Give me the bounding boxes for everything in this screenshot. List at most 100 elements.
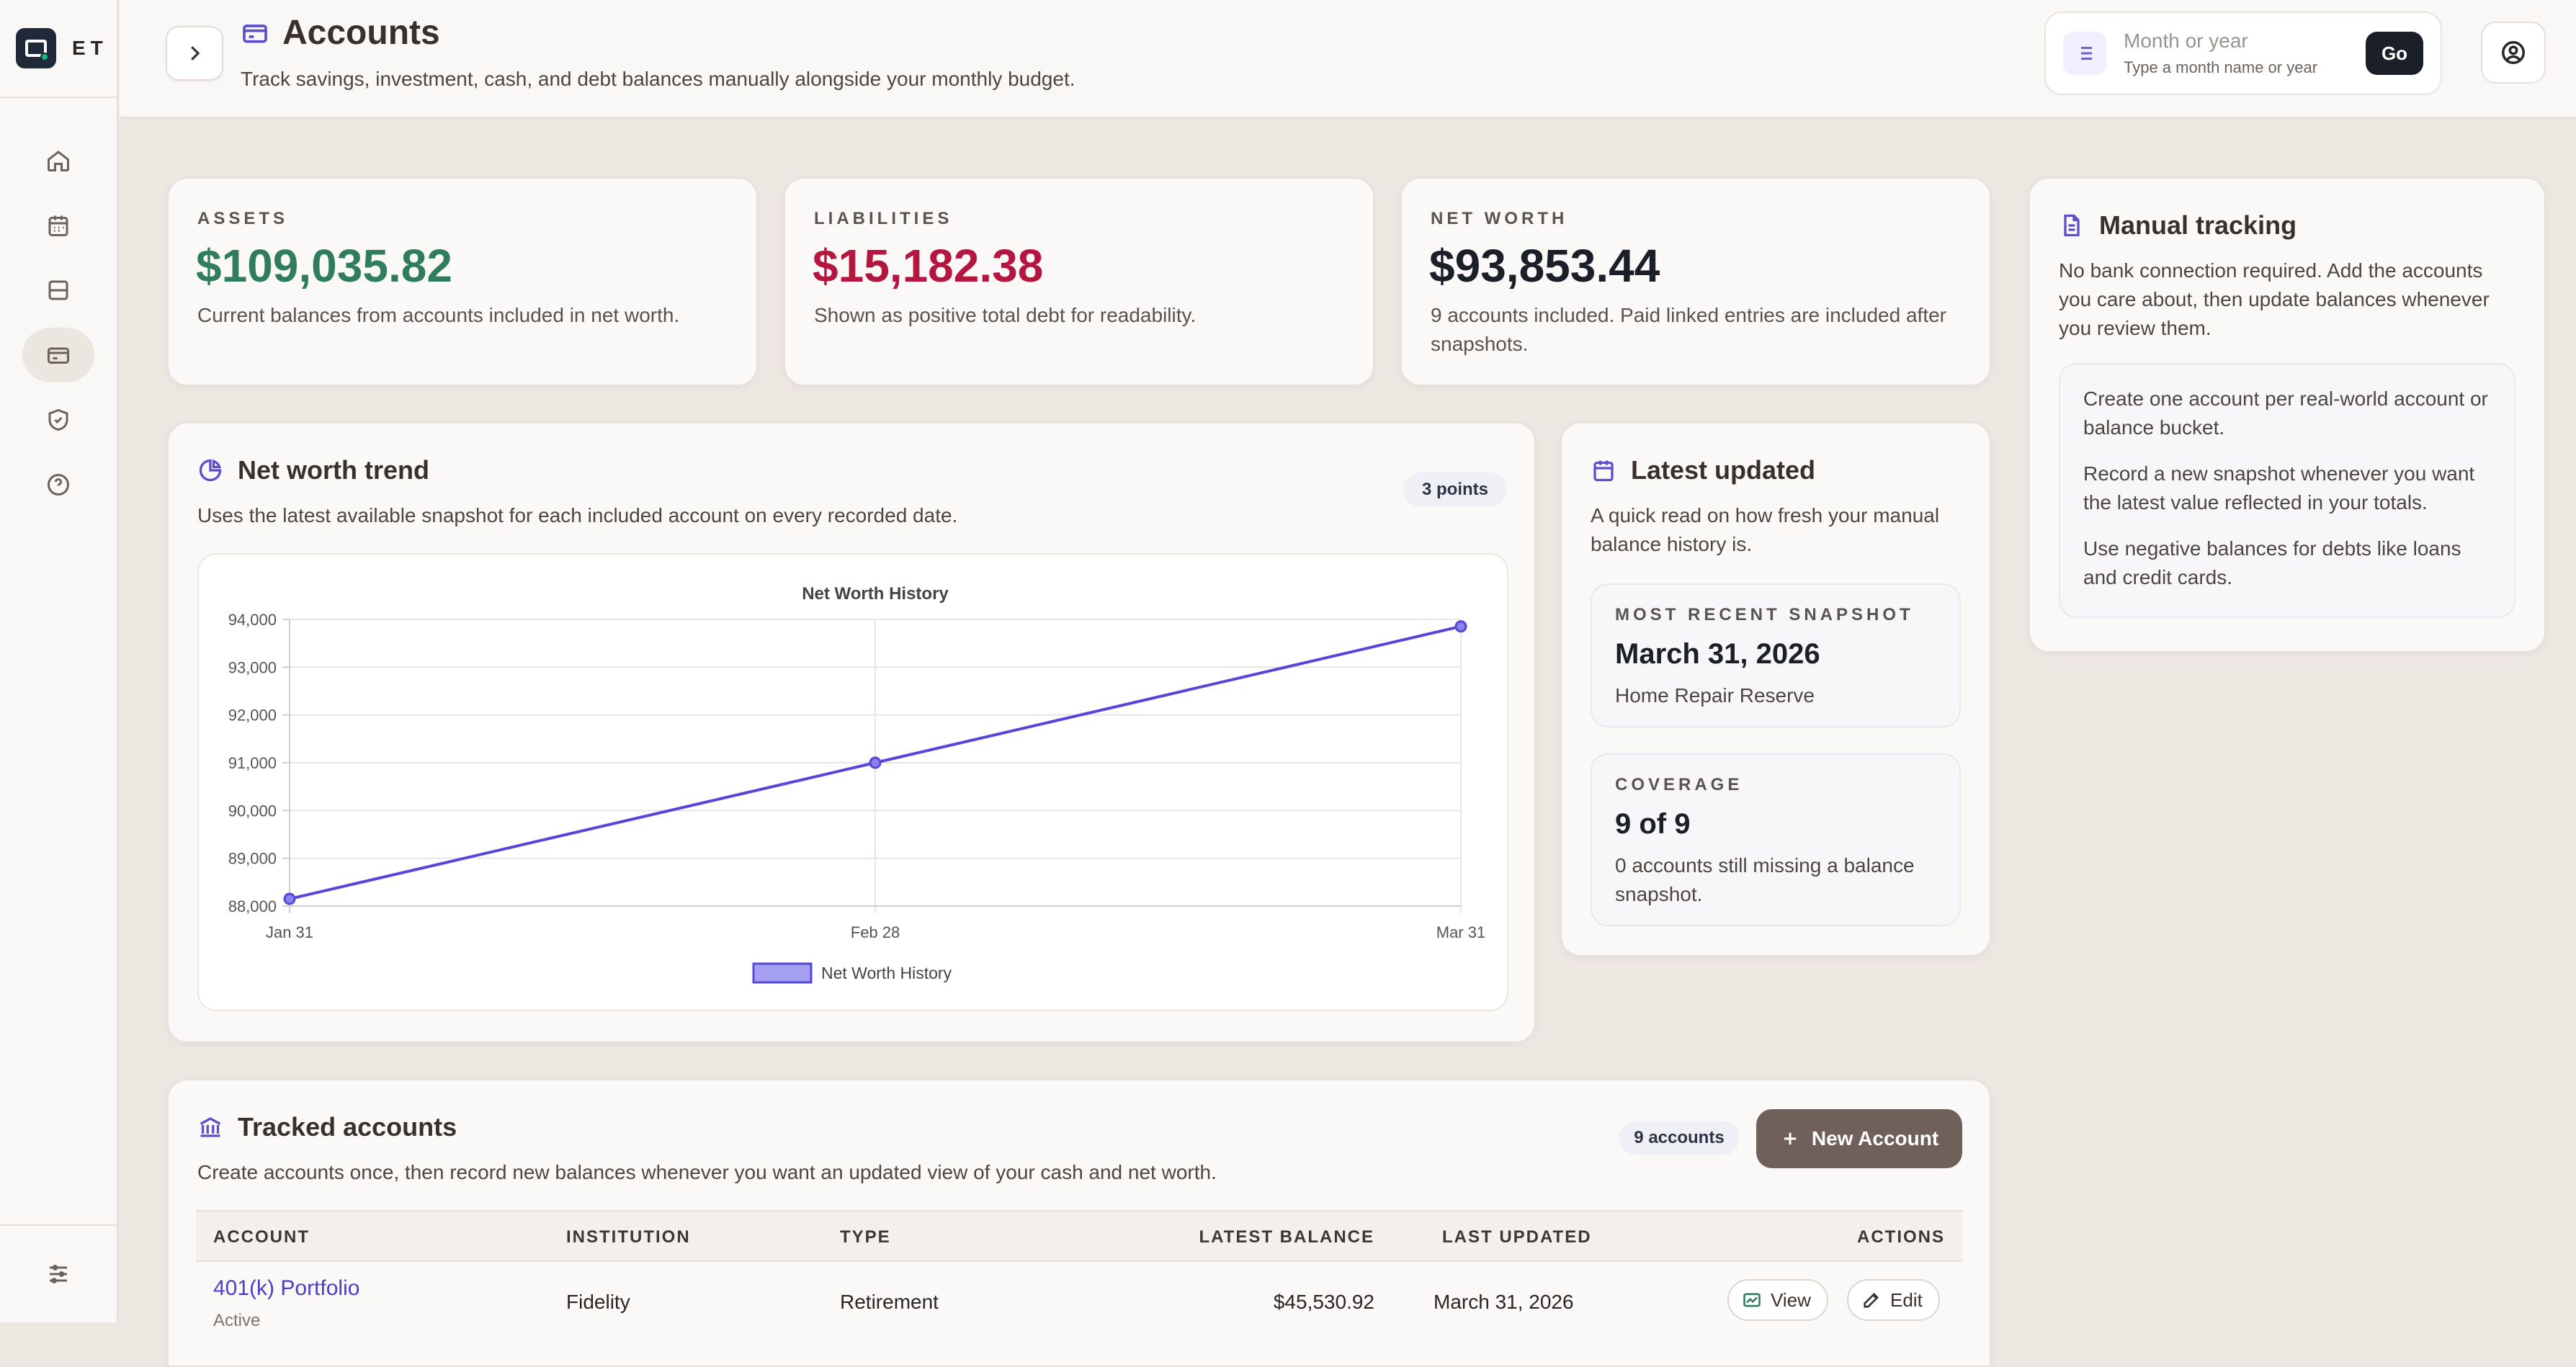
data-point	[869, 756, 882, 769]
credit-card-icon	[48, 347, 69, 364]
top-header: Accounts Track savings, investment, cash…	[120, 0, 2576, 118]
go-button[interactable]: Go	[2366, 32, 2423, 75]
manual-tips: Create one account per real-world accoun…	[2059, 363, 2515, 618]
chevron-right-icon	[191, 46, 200, 60]
table-row: 401(k) Portfolio Active Fidelity Retirem…	[196, 1263, 1962, 1330]
coverage-note: 0 accounts still missing a balance snaps…	[1615, 854, 1915, 905]
liabilities-value: $15,182.38	[813, 240, 1044, 292]
manual-tracking-header: Manual tracking	[2059, 210, 2297, 241]
list-item: Record a new snapshot whenever you want …	[2083, 462, 2475, 514]
net-worth-note: 9 accounts included. Paid linked entries…	[1431, 304, 1946, 355]
page-title-row: Accounts	[241, 13, 440, 53]
data-point	[283, 892, 296, 905]
chart-canvas: Net Worth History 88,000 89,000 90,000 91,00…	[228, 584, 1485, 984]
pie-chart-icon	[199, 459, 222, 482]
sidebar-item-security[interactable]	[22, 393, 94, 447]
account-last-updated: March 31, 2026	[1434, 1291, 1574, 1313]
recent-snapshot-panel: MOST RECENT SNAPSHOT March 31, 2026 Home…	[1591, 583, 1961, 727]
x-tick-label: Feb 28	[851, 923, 900, 941]
tracked-title: Tracked accounts	[238, 1112, 457, 1142]
view-account-button[interactable]: View	[1727, 1279, 1828, 1321]
tracked-desc: Create accounts once, then record new ba…	[197, 1161, 1217, 1183]
latest-desc: A quick read on how fresh your manual ba…	[1591, 504, 1940, 555]
help-circle-icon	[48, 474, 69, 496]
column-header-type[interactable]: TYPE	[840, 1227, 891, 1247]
coverage-panel: COVERAGE 9 of 9 0 accounts still missing…	[1591, 753, 1961, 926]
latest-title: Latest updated	[1631, 455, 1816, 485]
account-type: Retirement	[840, 1291, 939, 1313]
recent-snapshot-account: Home Repair Reserve	[1615, 684, 1815, 707]
edit-icon	[1864, 1293, 1879, 1308]
list-item: Create one account per real-world accoun…	[2083, 387, 2488, 439]
account-name-link[interactable]: 401(k) Portfolio	[213, 1276, 360, 1300]
assets-note: Current balances from accounts included …	[197, 304, 680, 326]
period-hint: Type a month name or year	[2124, 58, 2318, 76]
brand-name: ET	[72, 37, 108, 59]
assets-card: ASSETS $109,035.82 Current balances from…	[167, 177, 758, 386]
app-logo	[16, 28, 56, 68]
list-item: Use negative balances for debts like loa…	[2083, 537, 2461, 588]
legend-swatch	[752, 962, 813, 984]
new-account-label: New Account	[1811, 1127, 1939, 1149]
sidebar-item-accounts[interactable]	[22, 328, 94, 382]
coverage-value: 9 of 9	[1615, 808, 1691, 840]
sidebar-settings-button[interactable]	[0, 1224, 117, 1322]
recent-snapshot-date: March 31, 2026	[1615, 638, 1820, 670]
list-icon	[2063, 32, 2106, 75]
credit-card-icon	[243, 24, 267, 42]
y-tick-label: 89,000	[228, 850, 277, 868]
legend-label: Net Worth History	[821, 964, 952, 982]
net-worth-card: NET WORTH $93,853.44 9 accounts included…	[1400, 177, 1991, 386]
sidebar-nav	[0, 98, 117, 517]
liabilities-card: LIABILITIES $15,182.38 Shown as positive…	[784, 177, 1374, 386]
y-tick-label: 92,000	[228, 707, 277, 725]
sliders-icon	[50, 1265, 67, 1283]
assets-value: $109,035.82	[196, 240, 452, 292]
y-tick-label: 93,000	[228, 658, 277, 676]
column-header-updated[interactable]: LAST UPDATED	[1442, 1227, 1592, 1247]
new-account-button[interactable]: New Account	[1756, 1109, 1962, 1168]
assets-label: ASSETS	[197, 209, 289, 228]
net-worth-label: NET WORTH	[1431, 209, 1568, 228]
calendar-icon	[1593, 460, 1614, 482]
net-worth-trend-card: Net worth trend 3 points Uses the latest…	[167, 422, 1536, 1043]
edit-account-button[interactable]: Edit	[1847, 1279, 1940, 1321]
trend-title: Net worth trend	[238, 455, 429, 485]
accounts-table-header: ACCOUNT INSTITUTION TYPE LATEST BALANCE …	[196, 1210, 1962, 1262]
net-worth-value: $93,853.44	[1429, 240, 1660, 292]
brand[interactable]: ET	[0, 0, 117, 98]
expand-sidebar-button[interactable]	[166, 26, 223, 81]
liabilities-note: Shown as positive total debt for readabi…	[814, 304, 1197, 326]
bank-icon	[200, 1117, 221, 1137]
net-worth-chart: Net Worth History 88,000 89,000 90,000 91,00…	[197, 553, 1508, 1011]
sidebar: ET	[0, 0, 118, 1322]
y-tick-label: 94,000	[228, 611, 277, 629]
column-header-institution[interactable]: INSTITUTION	[566, 1227, 691, 1247]
shield-check-icon	[48, 408, 68, 431]
data-point	[1454, 620, 1467, 633]
calendar-icon	[48, 215, 68, 236]
latest-updated-card: Latest updated A quick read on how fresh…	[1560, 422, 1991, 956]
x-tick-label: Mar 31	[1436, 923, 1485, 941]
coverage-label: COVERAGE	[1615, 775, 1743, 794]
account-institution: Fidelity	[566, 1291, 630, 1313]
tracked-header: Tracked accounts	[197, 1112, 457, 1142]
manual-tracking-desc: No bank connection required. Add the acc…	[2059, 259, 2490, 339]
column-header-balance[interactable]: LATEST BALANCE	[1199, 1227, 1374, 1247]
column-header-account[interactable]: ACCOUNT	[213, 1227, 310, 1247]
trend-desc: Uses the latest available snapshot for e…	[197, 504, 958, 526]
plus-icon	[1784, 1132, 1797, 1145]
view-label: View	[1771, 1288, 1811, 1311]
user-circle-icon	[2502, 41, 2525, 64]
page-title: Accounts	[282, 14, 440, 52]
page-subtitle: Track savings, investment, cash, and deb…	[241, 68, 1075, 90]
trend-header: Net worth trend	[197, 455, 429, 485]
account-balance: $45,530.92	[1273, 1291, 1374, 1313]
sidebar-item-help[interactable]	[22, 457, 94, 512]
sidebar-item-calendar[interactable]	[22, 198, 94, 253]
period-input[interactable]	[2124, 30, 2340, 53]
user-menu-button[interactable]	[2481, 22, 2546, 84]
sidebar-item-home[interactable]	[22, 133, 94, 188]
sidebar-item-inbox[interactable]	[22, 263, 94, 318]
home-icon	[48, 151, 69, 171]
